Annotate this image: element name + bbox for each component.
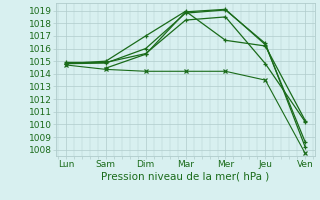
X-axis label: Pression niveau de la mer( hPa ): Pression niveau de la mer( hPa ): [101, 172, 270, 182]
